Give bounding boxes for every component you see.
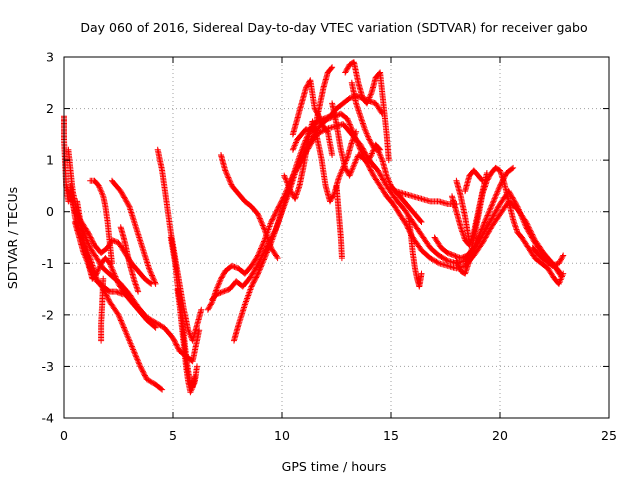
x-axis-label: GPS time / hours — [282, 459, 387, 474]
x-tick-label: 0 — [60, 428, 68, 443]
y-tick-label: 2 — [46, 101, 54, 116]
data-points-pass-10 — [117, 224, 142, 295]
data-points-pass-33 — [529, 244, 567, 269]
series-pass-10 — [117, 224, 142, 295]
series-pass-32 — [518, 234, 567, 287]
data-points-pass-09 — [109, 177, 159, 287]
series-pass-13 — [174, 286, 200, 396]
y-tick-label: 0 — [46, 204, 54, 219]
series-pass-33 — [529, 244, 567, 269]
y-tick-label: -1 — [42, 256, 54, 271]
data-points-pass-07 — [98, 275, 107, 344]
y-tick-label: 1 — [46, 153, 54, 168]
y-axis-label: SDTVAR / TECUs — [5, 187, 20, 289]
data-points-pass-25 — [405, 213, 425, 290]
series-pass-25 — [405, 213, 425, 290]
series-pass-20 — [289, 77, 336, 158]
series-pass-09 — [109, 177, 159, 287]
data-points-pass-24 — [348, 79, 425, 225]
y-tick-label: -4 — [42, 411, 55, 426]
data-points-pass-08 — [87, 177, 115, 267]
series-pass-08 — [87, 177, 115, 267]
series-pass-31 — [462, 167, 486, 195]
series-pass-29 — [453, 164, 525, 277]
data-points-pass-21 — [333, 182, 345, 262]
data-points-pass-19 — [289, 64, 336, 153]
data-points-pass-29 — [453, 164, 525, 277]
data-series — [61, 59, 567, 396]
x-tick-label: 25 — [601, 428, 617, 443]
series-pass-06 — [74, 198, 126, 298]
y-tick-label: 3 — [46, 50, 54, 65]
data-points-pass-06 — [74, 198, 126, 298]
y-tick-label: -2 — [42, 307, 54, 322]
data-points-pass-26 — [392, 188, 460, 207]
data-points-pass-32 — [518, 234, 567, 287]
data-points-pass-22 — [329, 100, 384, 179]
series-pass-23 — [342, 59, 392, 164]
x-tick-label: 10 — [274, 428, 290, 443]
x-tick-label: 15 — [383, 428, 399, 443]
series-pass-21 — [333, 182, 345, 262]
data-points-pass-31 — [462, 167, 486, 195]
data-points-pass-30 — [453, 177, 473, 246]
x-tick-label: 5 — [169, 428, 177, 443]
series-pass-03 — [67, 182, 166, 393]
series-pass-19 — [289, 64, 336, 153]
series-pass-30 — [453, 177, 473, 246]
x-tick-label: 20 — [492, 428, 508, 443]
y-tick-label: -3 — [42, 359, 54, 374]
plot-border — [63, 56, 610, 419]
chart-title: Day 060 of 2016, Sidereal Day-to-day VTE… — [80, 20, 587, 35]
series-pass-26 — [392, 188, 460, 207]
series-pass-22 — [329, 100, 384, 179]
series-pass-07 — [98, 275, 107, 344]
data-points-pass-13 — [174, 286, 200, 396]
data-points-pass-20 — [289, 77, 336, 158]
data-points-pass-23 — [342, 59, 392, 164]
axis-ticks: 0 5 10 15 20 25 -4 -3 -2 -1 0 1 2 3 — [42, 50, 617, 444]
data-points-pass-03 — [67, 182, 166, 393]
series-pass-24 — [348, 79, 425, 225]
